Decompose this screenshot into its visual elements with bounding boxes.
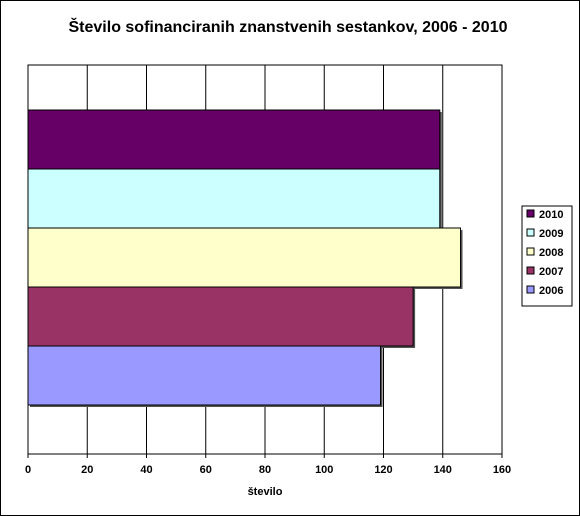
- bar-2008: [27, 227, 462, 288]
- x-tick-label: 20: [81, 464, 93, 476]
- x-tick-label: 160: [493, 464, 511, 476]
- legend-swatch-2007: [526, 266, 535, 275]
- legend-label-2006: 2006: [539, 285, 563, 297]
- legend-swatch-2010: [526, 209, 535, 218]
- legend-label-2007: 2007: [539, 266, 563, 278]
- legend-label-2009: 2009: [539, 228, 563, 240]
- bar-2009: [27, 168, 441, 229]
- x-axis: 0 20 40 60 80 100 120 140 160: [25, 454, 511, 476]
- legend-box: [521, 205, 573, 307]
- bar-2007: [27, 286, 414, 347]
- x-tick-label: 40: [140, 464, 152, 476]
- legend-label-2010: 2010: [539, 209, 563, 221]
- x-tick-label: 100: [315, 464, 333, 476]
- legend-swatch-2009: [526, 228, 535, 237]
- legend: 2010 2009 2008 2007 2006: [521, 205, 573, 307]
- legend-swatch-2008: [526, 247, 535, 256]
- bars: [27, 109, 463, 407]
- x-tick-label: 120: [374, 464, 392, 476]
- bar-2010: [27, 109, 441, 170]
- x-axis-label: število: [248, 486, 283, 498]
- legend-swatch-2006: [526, 285, 535, 294]
- bar-2006: [27, 345, 382, 406]
- chart-title: Število sofinanciranih znanstvenih sesta…: [69, 17, 508, 36]
- x-tick-label: 60: [200, 464, 212, 476]
- x-tick-label: 140: [434, 464, 452, 476]
- x-tick-label: 80: [259, 464, 271, 476]
- x-tick-label: 0: [25, 464, 31, 476]
- legend-label-2008: 2008: [539, 247, 563, 259]
